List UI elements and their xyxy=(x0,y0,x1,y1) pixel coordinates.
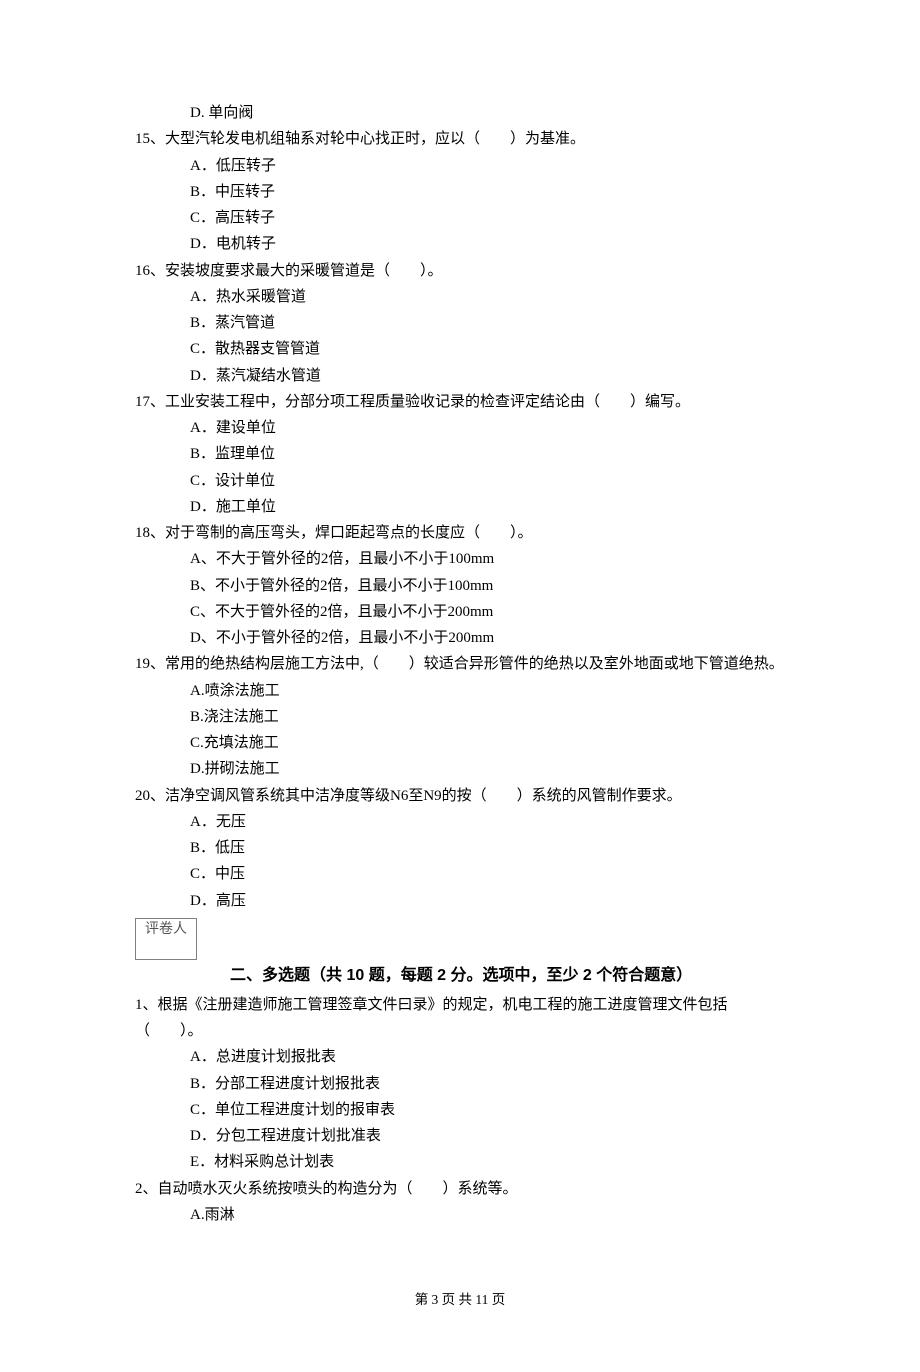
q19-option-c: C.充填法施工 xyxy=(135,730,785,756)
q18-stem: 18、对于弯制的高压弯头，焊口距起弯点的长度应（ ）。 xyxy=(135,520,785,546)
mq1-option-e: E．材料采购总计划表 xyxy=(135,1149,785,1175)
q19-stem: 19、常用的绝热结构层施工方法中,（ ）较适合异形管件的绝热以及室外地面或地下管… xyxy=(135,651,785,677)
mq1-stem: 1、根据《注册建造师施工管理签章文件曰录》的规定，机电工程的施工进度管理文件包括… xyxy=(135,992,785,1045)
document-page: D. 单向阀 15、大型汽轮发电机组轴系对轮中心找正时，应以（ ）为基准。 A．… xyxy=(0,0,920,1372)
q17-option-b: B．监理单位 xyxy=(135,441,785,467)
q15-option-b: B．中压转子 xyxy=(135,179,785,205)
mq1-option-c: C．单位工程进度计划的报审表 xyxy=(135,1097,785,1123)
q16-option-a: A．热水采暖管道 xyxy=(135,284,785,310)
q15-option-a: A．低压转子 xyxy=(135,153,785,179)
q16-option-d: D．蒸汽凝结水管道 xyxy=(135,363,785,389)
q20-option-d: D．高压 xyxy=(135,888,785,914)
grader-label: 评卷人 xyxy=(145,922,187,937)
q20-stem: 20、洁净空调风管系统其中洁净度等级N6至N9的按（ ）系统的风管制作要求。 xyxy=(135,783,785,809)
q17-option-c: C．设计单位 xyxy=(135,468,785,494)
q19-option-b: B.浇注法施工 xyxy=(135,704,785,730)
grader-box: 评卷人 xyxy=(135,918,197,960)
q20-option-b: B．低压 xyxy=(135,835,785,861)
mq1-option-d: D．分包工程进度计划批准表 xyxy=(135,1123,785,1149)
section-2-title: 二、多选题（共 10 题，每题 2 分。选项中，至少 2 个符合题意） xyxy=(135,962,785,990)
q19-option-d: D.拼砌法施工 xyxy=(135,756,785,782)
q20-option-c: C．中压 xyxy=(135,861,785,887)
mq2-stem: 2、自动喷水灭火系统按喷头的构造分为（ ）系统等。 xyxy=(135,1176,785,1202)
q14-option-d: D. 单向阀 xyxy=(135,100,785,126)
q18-option-a: A、不大于管外径的2倍，且最小不小于100mm xyxy=(135,546,785,572)
mq1-option-a: A．总进度计划报批表 xyxy=(135,1044,785,1070)
q17-stem: 17、工业安装工程中，分部分项工程质量验收记录的检查评定结论由（ ）编写。 xyxy=(135,389,785,415)
q15-stem: 15、大型汽轮发电机组轴系对轮中心找正时，应以（ ）为基准。 xyxy=(135,126,785,152)
page-footer: 第 3 页 共 11 页 xyxy=(135,1288,785,1312)
mq2-option-a: A.雨淋 xyxy=(135,1202,785,1228)
q18-option-c: C、不大于管外径的2倍，且最小不小于200mm xyxy=(135,599,785,625)
q18-option-b: B、不小于管外径的2倍，且最小不小于100mm xyxy=(135,573,785,599)
mq1-option-b: B．分部工程进度计划报批表 xyxy=(135,1071,785,1097)
q17-option-a: A．建设单位 xyxy=(135,415,785,441)
q15-option-d: D．电机转子 xyxy=(135,231,785,257)
q20-option-a: A．无压 xyxy=(135,809,785,835)
q15-option-c: C．高压转子 xyxy=(135,205,785,231)
q18-option-d: D、不小于管外径的2倍，且最小不小于200mm xyxy=(135,625,785,651)
q16-option-b: B．蒸汽管道 xyxy=(135,310,785,336)
q17-option-d: D．施工单位 xyxy=(135,494,785,520)
q16-option-c: C．散热器支管管道 xyxy=(135,336,785,362)
q16-stem: 16、安装坡度要求最大的采暖管道是（ ）。 xyxy=(135,258,785,284)
q19-option-a: A.喷涂法施工 xyxy=(135,678,785,704)
